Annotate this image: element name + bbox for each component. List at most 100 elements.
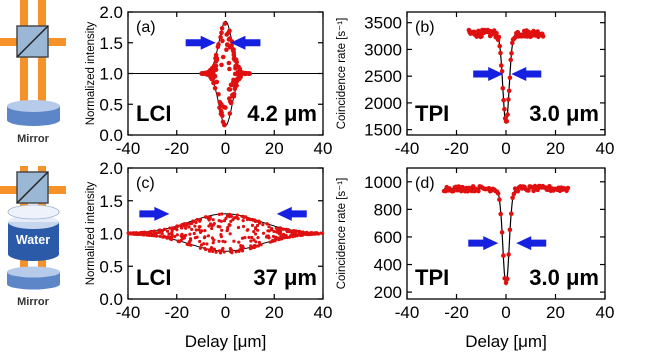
data-point [193, 224, 197, 228]
x-tick-label: 40 [596, 303, 615, 322]
data-point [298, 231, 302, 235]
data-point [198, 230, 203, 234]
data-point [261, 231, 266, 235]
x-tick-label: 0 [501, 303, 510, 322]
data-point [319, 231, 323, 235]
data-point [155, 231, 159, 235]
data-point [277, 232, 281, 236]
data-point [295, 234, 299, 238]
data-point [188, 239, 192, 244]
data-point [511, 191, 517, 197]
y-tick-label: 200 [374, 283, 402, 302]
data-point [249, 239, 253, 243]
arrow-left-icon [511, 67, 542, 82]
data-point [214, 55, 219, 61]
annotation-resolution: 37 μm [253, 265, 317, 290]
x-tick-label: -40 [116, 139, 141, 158]
data-point [503, 280, 509, 286]
data-point [253, 232, 258, 236]
data-point [180, 223, 184, 227]
data-point [175, 233, 179, 237]
data-point [228, 223, 232, 227]
data-point [244, 215, 248, 219]
data-point [228, 99, 233, 104]
x-tick-label: 0 [221, 139, 230, 158]
data-point [276, 236, 280, 240]
data-point [132, 231, 137, 235]
mirror-icon-2 [7, 266, 60, 290]
data-point [201, 71, 206, 76]
data-point [254, 226, 258, 230]
data-point [494, 30, 499, 36]
schematic-bottom: Water Mirror [0, 166, 66, 308]
data-point [193, 236, 197, 240]
data-point [212, 222, 216, 226]
data-point [212, 247, 216, 251]
data-point [168, 237, 172, 241]
data-point [200, 243, 204, 247]
data-point [507, 227, 513, 233]
data-point [226, 60, 232, 66]
data-point [499, 230, 505, 235]
data-point [211, 241, 215, 245]
data-point [222, 21, 228, 26]
data-point [207, 224, 211, 228]
annotation-resolution: 3.0 μm [529, 265, 599, 290]
data-point [205, 242, 209, 246]
data-point [194, 228, 198, 232]
data-point [203, 229, 207, 233]
arrow-right-icon [473, 67, 504, 82]
data-point [194, 220, 198, 225]
data-point [507, 75, 513, 80]
data-point [170, 231, 174, 235]
data-point [273, 239, 277, 243]
y-tick-label: 0.5 [99, 95, 123, 114]
data-point [250, 235, 254, 240]
data-point [257, 219, 261, 223]
data-point [455, 187, 460, 193]
envelope-line-upper [128, 20, 323, 74]
data-point [231, 50, 237, 55]
data-point [505, 112, 510, 117]
arrow-right-icon [185, 35, 216, 50]
arrow-left-icon [276, 206, 307, 221]
data-point [211, 218, 215, 222]
data-point [223, 240, 227, 244]
data-point [223, 105, 228, 110]
data-point [197, 228, 201, 232]
data-point [504, 119, 510, 124]
data-point [218, 34, 223, 40]
data-point [141, 233, 145, 237]
arrow-right-icon [139, 206, 170, 221]
panel-label: (b) [415, 19, 435, 36]
data-point [217, 219, 221, 223]
data-point [158, 234, 162, 238]
data-point [217, 239, 221, 243]
data-point [508, 57, 513, 63]
data-point [250, 223, 255, 227]
data-point [226, 37, 232, 42]
data-point [239, 244, 243, 248]
data-point [192, 231, 196, 236]
data-point [185, 242, 189, 246]
data-point [202, 236, 206, 240]
water-container-icon [7, 204, 60, 261]
data-point [184, 226, 188, 230]
y-tick-label: 2.0 [99, 3, 123, 22]
data-point [216, 42, 221, 47]
data-point [237, 240, 241, 244]
data-point [266, 229, 270, 233]
data-point [208, 249, 212, 253]
data-point [233, 216, 238, 220]
y-tick-label: 1500 [364, 121, 402, 140]
data-point [152, 229, 156, 233]
annotation-method: LCI [136, 265, 171, 290]
data-point [210, 236, 214, 240]
data-point [210, 226, 214, 231]
annotation-method: LCI [136, 101, 171, 126]
data-point [540, 34, 546, 39]
data-point [227, 66, 232, 72]
x-axis-label: Delay [μm] [465, 332, 547, 351]
